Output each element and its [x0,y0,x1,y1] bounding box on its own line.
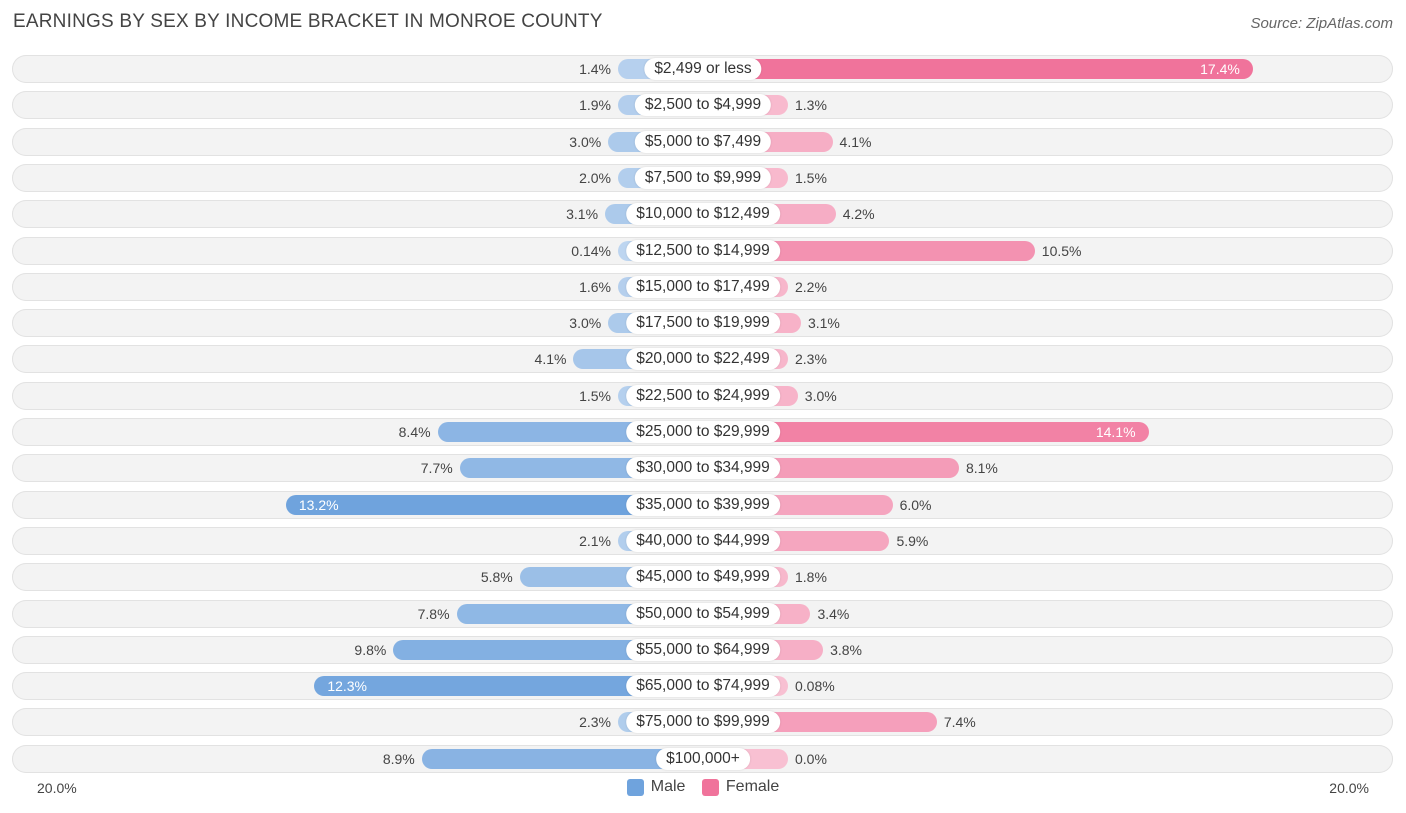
category-label: $75,000 to $99,999 [626,711,780,734]
male-value-label: 7.8% [417,605,450,622]
female-value-label: 2.3% [795,351,827,368]
category-label: $35,000 to $39,999 [626,493,780,516]
male-value-label: 1.5% [579,387,611,404]
male-value-label: 2.3% [579,714,611,731]
male-value-label: 5.8% [480,569,513,586]
legend-item-female[interactable]: Female [701,778,780,796]
male-value-label: 8.9% [382,750,415,767]
male-value-label: 1.6% [579,278,611,295]
male-value-label: 1.4% [579,61,611,77]
female-value-label: 3.0% [804,387,837,404]
category-label: $20,000 to $22,499 [626,348,780,371]
male-value-label: 1.9% [579,97,611,114]
male-value-label: 8.4% [398,424,431,440]
category-label: $22,500 to $24,999 [626,384,780,407]
female-value-label: 3.8% [830,641,862,658]
legend-item-male[interactable]: Male [626,778,686,796]
category-label: $40,000 to $44,999 [626,529,780,552]
female-value-label: 1.5% [795,169,827,186]
male-bar [393,639,703,660]
female-bar [703,240,1035,261]
male-value-label: 3.0% [569,133,602,150]
female-bar [703,422,1149,442]
male-bar [314,676,703,697]
category-label: $2,500 to $4,999 [634,94,772,117]
category-label: $30,000 to $34,999 [626,457,780,480]
category-label: $17,500 to $19,999 [626,312,780,335]
male-value-label: 13.2% [298,496,339,513]
male-value-label: 9.8% [354,641,387,658]
category-label: $15,000 to $17,499 [626,275,780,298]
female-value-label: 4.1% [839,133,872,150]
female-value-label: 17.4% [1200,61,1240,77]
legend-label-male: Male [650,778,686,795]
female-value-label: 3.1% [807,315,840,332]
category-label: $65,000 to $74,999 [626,675,780,698]
female-value-label: 5.9% [896,532,929,549]
female-value-label: 4.2% [842,206,875,223]
female-value-label: 10.5% [1041,242,1082,259]
female-value-label: 14.1% [1095,424,1136,440]
male-value-label: 4.1% [534,351,567,368]
female-value-label: 0.08% [795,678,835,695]
category-label: $45,000 to $49,999 [626,566,780,589]
female-value-label: 0.0% [795,750,827,767]
category-label: $50,000 to $54,999 [626,602,780,625]
legend-swatch-male [626,778,644,796]
legend: Male Female [0,778,1406,801]
male-value-label: 2.1% [579,532,611,549]
category-label: $100,000+ [656,747,750,770]
axis-right-label: 20.0% [1329,780,1369,796]
legend-swatch-female [701,778,719,796]
category-label: $12,500 to $14,999 [626,239,780,262]
category-label: $10,000 to $12,499 [626,203,780,226]
male-value-label: 2.0% [579,169,611,186]
female-value-label: 8.1% [965,460,998,477]
axis-left-label: 20.0% [37,780,77,796]
category-label: $5,000 to $7,499 [634,130,772,153]
female-value-label: 2.2% [795,278,827,295]
male-value-label: 7.7% [420,460,453,477]
female-value-label: 3.4% [817,605,850,622]
male-bar [285,494,703,515]
category-label: $7,500 to $9,999 [634,166,772,189]
female-value-label: 6.0% [899,496,932,513]
legend-label-female: Female [725,778,780,795]
chart-title: EARNINGS BY SEX BY INCOME BRACKET IN MON… [13,11,603,32]
category-label: $25,000 to $29,999 [626,421,780,443]
male-value-label: 12.3% [327,678,368,695]
female-value-label: 1.3% [795,97,827,114]
female-value-label: 1.8% [795,569,827,586]
male-bar [421,748,703,769]
male-value-label: 3.0% [569,315,602,332]
chart-source: Source: ZipAtlas.com [1250,15,1393,32]
female-bar [703,59,1253,79]
category-label: $2,499 or less [644,58,762,80]
female-value-label: 7.4% [943,714,976,731]
male-value-label: 0.14% [571,242,611,259]
category-label: $55,000 to $64,999 [626,638,780,661]
male-value-label: 3.1% [566,206,599,223]
